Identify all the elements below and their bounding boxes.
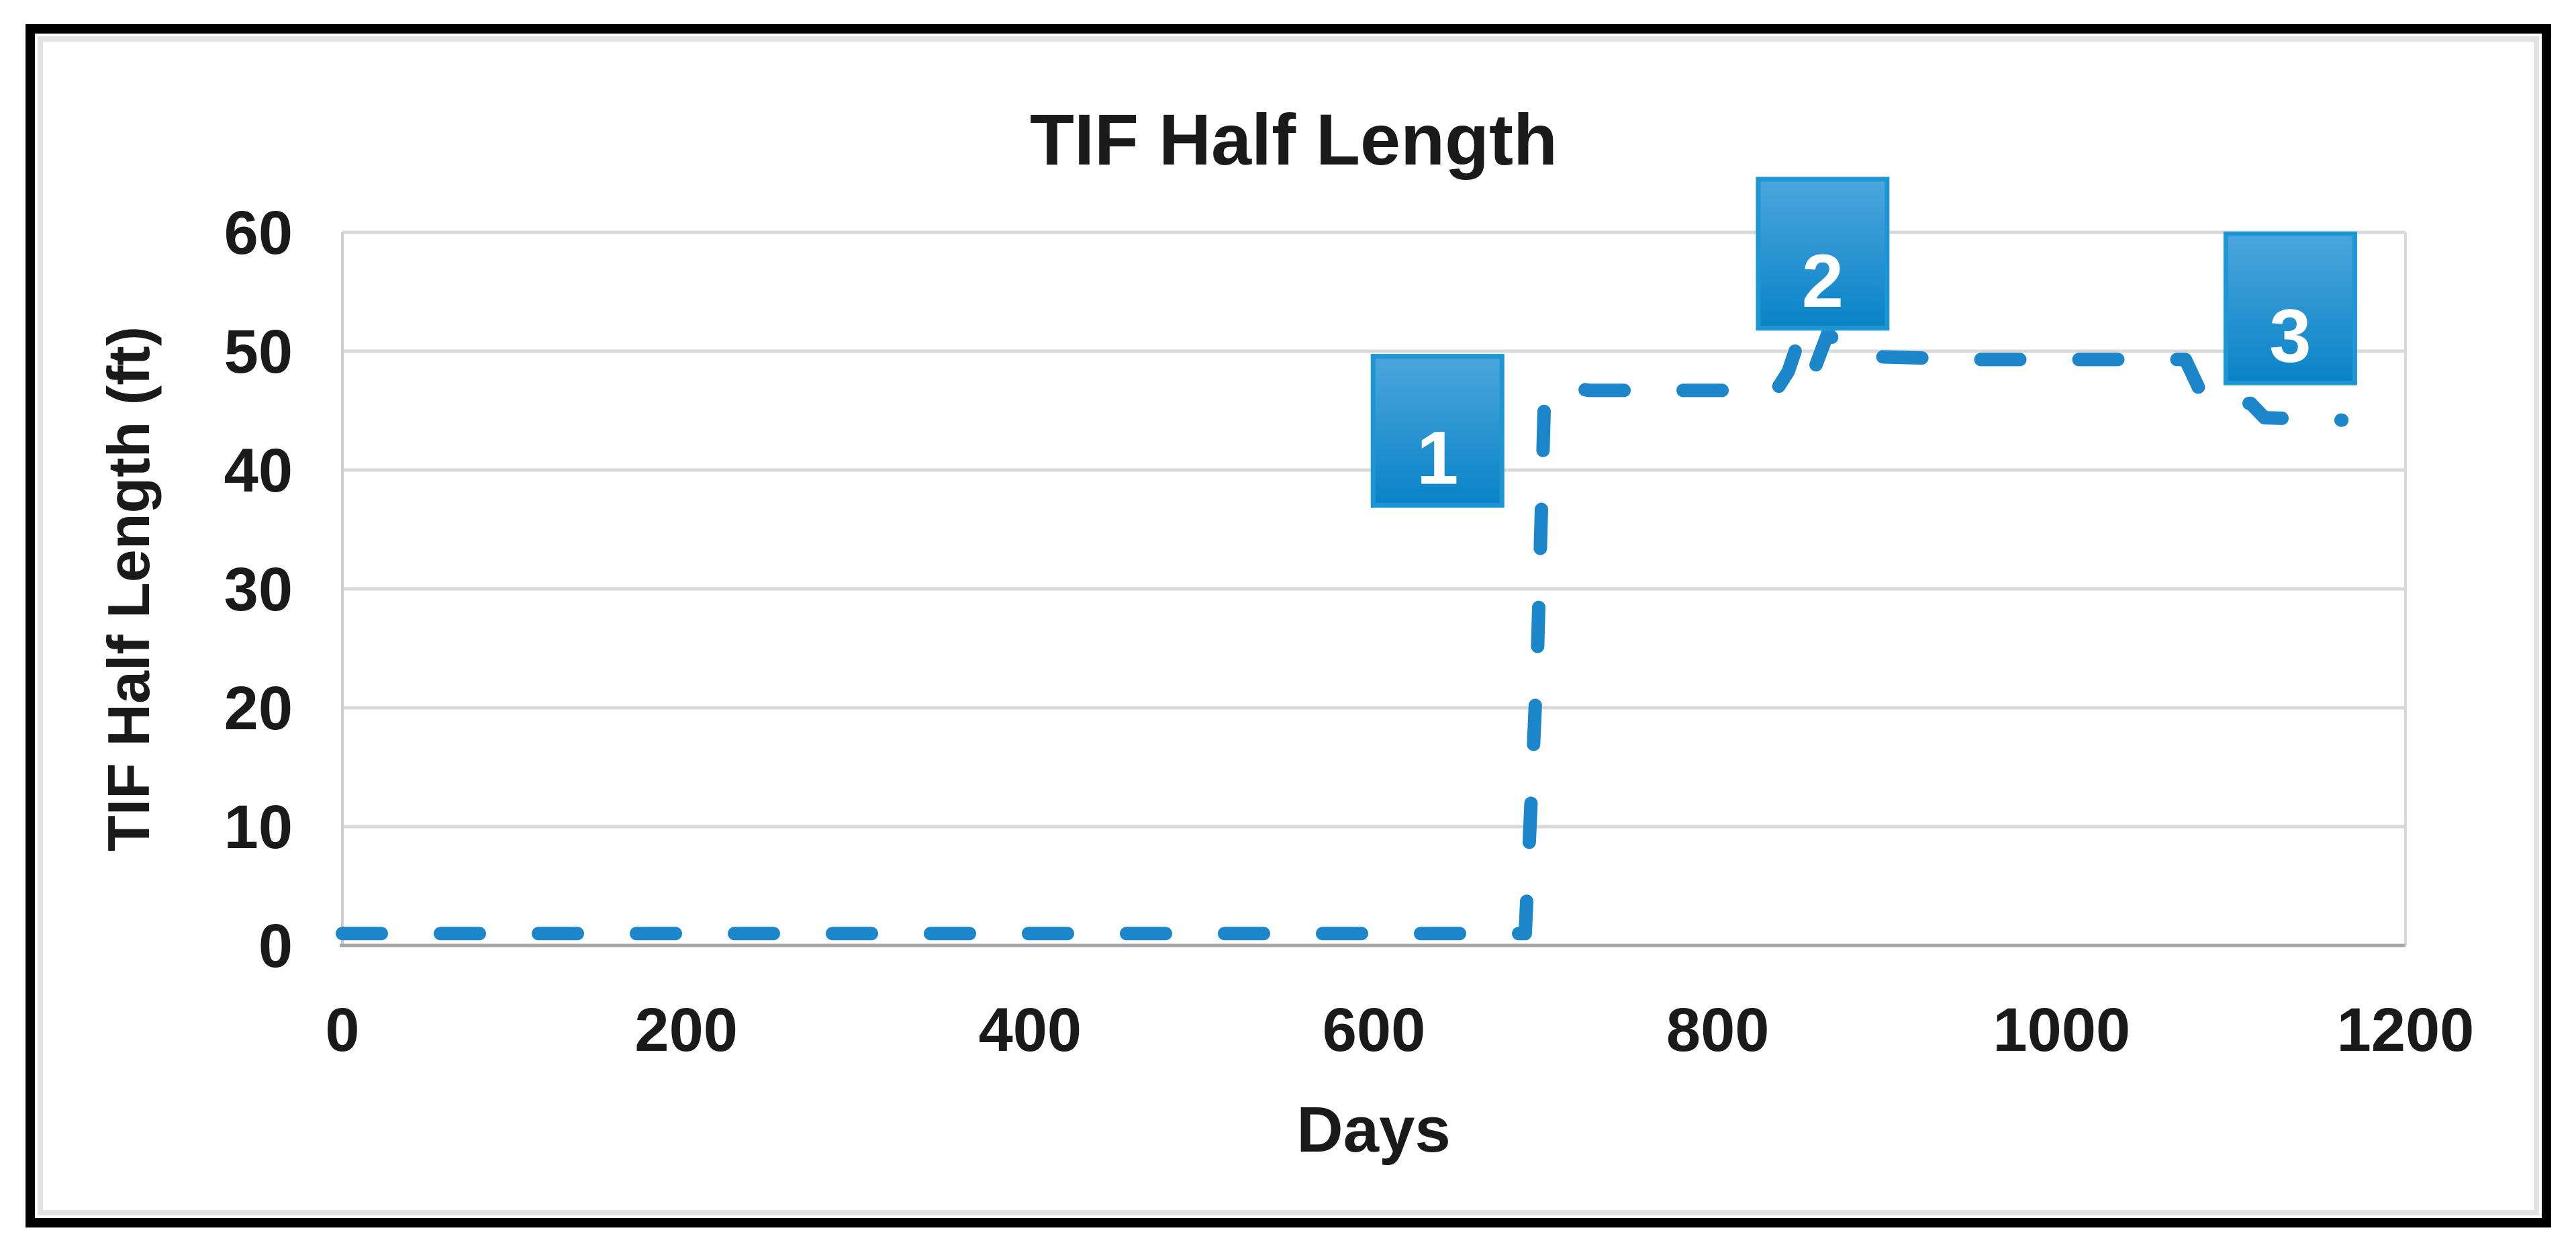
y-tick-label-60: 60 (224, 199, 293, 267)
plot-area-edges (340, 232, 2407, 947)
frame-border (26, 24, 2551, 1227)
chart-title: TIF Half Length (1030, 99, 1558, 180)
series-dashed-line (336, 326, 2349, 941)
annotation-rect-3 (2223, 231, 2357, 385)
x-tick-label-600: 600 (1323, 996, 1426, 1064)
y-tick-label-40: 40 (224, 436, 293, 505)
y-tick-label-50: 50 (224, 318, 293, 386)
annotation-callouts: 1 2 3 (1370, 177, 2357, 508)
annotation-number-2: 2 (1802, 239, 1844, 323)
frame-inner-line (38, 36, 2539, 1215)
x-tick-label-800: 800 (1666, 996, 1770, 1064)
x-tick-label-200: 200 (634, 996, 738, 1064)
y-axis-tick-labels: 0 10 20 30 40 50 60 (224, 199, 293, 980)
annotation-box-2: 2 (1756, 177, 1890, 331)
y-axis-title: TIF Half Length (ft) (95, 326, 162, 851)
annotation-number-3: 3 (2269, 293, 2311, 377)
x-tick-label-1000: 1000 (1993, 996, 2130, 1064)
x-axis-tick-labels: 0 200 400 600 800 1000 1200 (325, 996, 2474, 1064)
y-tick-label-10: 10 (224, 793, 293, 862)
y-tick-label-20: 20 (224, 674, 293, 743)
annotation-rect-1 (1370, 354, 1505, 508)
annotation-number-1: 1 (1417, 416, 1458, 500)
x-axis-title: Days (1296, 1094, 1451, 1166)
annotation-rect-2 (1756, 177, 1890, 331)
y-tick-label-0: 0 (258, 912, 293, 980)
x-tick-label-0: 0 (325, 996, 359, 1064)
annotation-box-1: 1 (1370, 354, 1505, 508)
x-tick-label-1200: 1200 (2337, 996, 2475, 1064)
y-tick-label-30: 30 (224, 555, 293, 624)
x-tick-label-400: 400 (979, 996, 1082, 1064)
annotation-box-3: 3 (2223, 231, 2357, 385)
